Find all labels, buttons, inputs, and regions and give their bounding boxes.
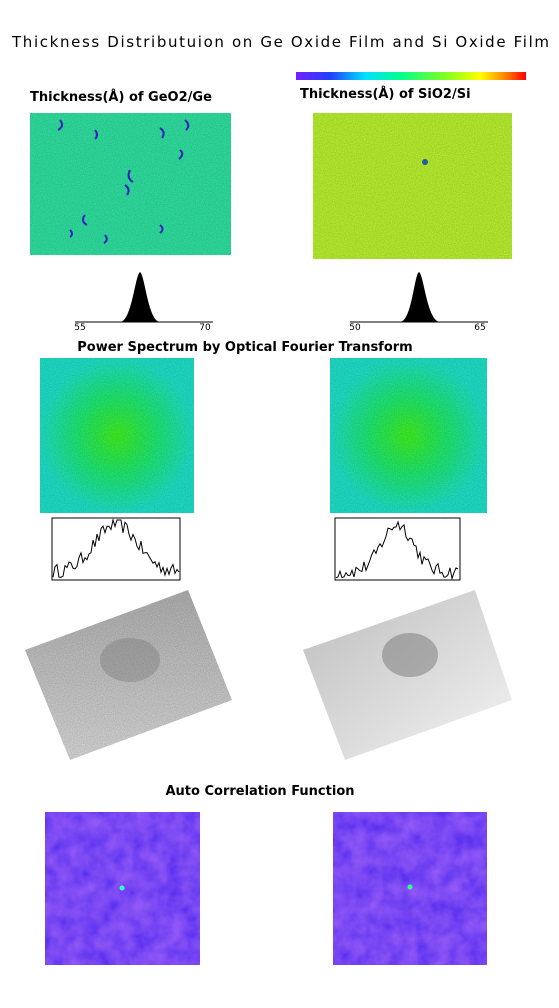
profile-line [52, 518, 180, 578]
acf-peak [119, 885, 125, 891]
thickness-map [30, 113, 231, 255]
power-spectrum [40, 358, 194, 513]
histogram-tick: 70 [199, 323, 211, 333]
panel-label: Thickness(Å) of GeO2/Ge [30, 89, 212, 105]
histogram-tick: 55 [74, 323, 85, 333]
profile-box [51, 517, 181, 581]
acf-peak [407, 884, 413, 890]
surface-dip [382, 633, 438, 677]
power-spectrum [330, 358, 487, 513]
title: Thickness Distributuion on Ge Oxide Film… [11, 33, 549, 51]
thickness-map [313, 113, 512, 259]
histogram [75, 272, 213, 322]
surface-dip [100, 638, 160, 682]
profile-box [334, 517, 461, 581]
map-speck [422, 159, 428, 165]
surface-3d [303, 590, 512, 760]
panel-label: Thickness(Å) of SiO2/Si [300, 86, 471, 102]
histogram-tick: 50 [349, 323, 361, 333]
color-bar [296, 72, 526, 80]
profile-line [335, 520, 459, 581]
histogram-tick: 65 [474, 323, 485, 333]
section-title: Power Spectrum by Optical Fourier Transf… [77, 340, 412, 355]
map-specks [57, 119, 190, 244]
histogram [350, 272, 488, 322]
surface-3d [25, 590, 232, 760]
section-title: Auto Correlation Function [165, 784, 354, 799]
